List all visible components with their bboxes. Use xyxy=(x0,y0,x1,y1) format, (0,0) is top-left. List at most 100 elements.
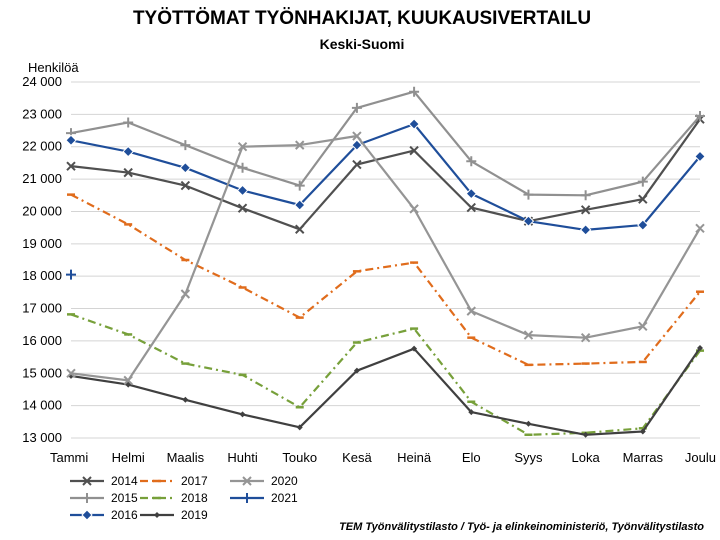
data-point-2020 xyxy=(580,332,591,343)
series-line-2014 xyxy=(70,118,701,231)
y-tick-label: 22 000 xyxy=(22,139,62,154)
data-point-2015 xyxy=(294,180,305,191)
x-tick-label: Loka xyxy=(572,450,601,465)
legend-entry-2015: 2015 xyxy=(70,491,138,505)
y-tick-label: 16 000 xyxy=(22,333,62,348)
data-point-2016 xyxy=(122,145,134,158)
data-point-2015 xyxy=(523,189,534,200)
series-lines xyxy=(65,86,706,438)
data-point-2015 xyxy=(123,117,134,128)
data-point-2015 xyxy=(351,102,362,113)
series-line-2015 xyxy=(70,90,701,197)
legend-label: 2021 xyxy=(271,491,298,505)
legend-label: 2020 xyxy=(271,474,298,488)
data-point-2016 xyxy=(465,187,477,200)
data-point-2014 xyxy=(580,205,591,215)
data-point-2014 xyxy=(295,224,305,234)
series-line-2017 xyxy=(70,193,701,366)
data-point-2019 xyxy=(411,345,418,352)
x-axis-ticks: Tammi Helmi Maalis Huhti Touko Kesä Heinä Elo Sy… xyxy=(50,450,716,465)
legend-label: 2018 xyxy=(181,491,208,505)
data-point-2014 xyxy=(466,202,476,213)
data-point-2016 xyxy=(694,150,706,163)
data-point-2014 xyxy=(237,203,248,213)
legend-entry-2016: 2016 xyxy=(70,508,138,522)
x-tick-label: Heinä xyxy=(397,450,432,465)
legend: 2014 2015 2016 2017 2018 2019 2020 2021 xyxy=(70,474,298,522)
data-point-2014 xyxy=(66,161,76,171)
source-note: TEM Työnvälitystilasto / Työ- ja elinkei… xyxy=(339,521,704,533)
chart-title: TYÖTTÖMAT TYÖNHAKIJAT, KUUKAUSIVERTAILU xyxy=(133,8,591,29)
chart-subtitle: Keski-Suomi xyxy=(320,36,405,52)
legend-label: 2017 xyxy=(181,474,208,488)
data-point-2016 xyxy=(65,134,77,146)
legend-marker xyxy=(82,493,92,503)
y-tick-label: 17 000 xyxy=(22,301,62,316)
legend-label: 2019 xyxy=(181,508,208,522)
series-line-2020 xyxy=(70,134,701,382)
data-point-2020 xyxy=(523,330,534,340)
data-point-2015 xyxy=(466,156,477,167)
legend-label: 2014 xyxy=(111,474,138,488)
x-tick-label: Huhti xyxy=(227,450,257,465)
x-tick-label: Helmi xyxy=(112,450,145,465)
y-tick-label: 19 000 xyxy=(22,236,62,251)
data-point-2019 xyxy=(468,409,475,416)
legend-entry-2021: 2021 xyxy=(230,491,298,505)
legend-entry-2018: 2018 xyxy=(140,491,208,505)
x-tick-label: Maalis xyxy=(167,450,205,465)
data-point-2019 xyxy=(353,367,360,374)
x-tick-label: Touko xyxy=(282,450,317,465)
data-point-2019 xyxy=(582,431,589,438)
series-line-2016 xyxy=(70,123,701,231)
data-point-2020 xyxy=(695,223,705,233)
data-point-2016 xyxy=(351,139,363,151)
legend-entry-2014: 2014 xyxy=(70,474,138,488)
data-point-2016 xyxy=(408,118,420,130)
y-tick-label: 24 000 xyxy=(22,74,62,89)
series-2016 xyxy=(65,118,706,236)
data-point-2016 xyxy=(179,162,192,174)
series-line-2019 xyxy=(70,347,701,436)
y-tick-label: 13 000 xyxy=(22,430,62,445)
x-tick-label: Syys xyxy=(514,450,543,465)
series-line-2018 xyxy=(70,313,701,436)
x-tick-label: Joulu xyxy=(685,450,716,465)
data-point-2015 xyxy=(695,110,705,121)
legend-marker xyxy=(154,512,160,518)
data-point-2020 xyxy=(295,140,305,150)
data-point-2020 xyxy=(180,289,191,299)
data-point-2014 xyxy=(352,159,362,170)
data-point-2020 xyxy=(466,306,476,316)
y-axis-ticks: 13 000 14 000 15 000 16 000 17 000 18 000 19 0… xyxy=(22,74,62,445)
legend-label: 2015 xyxy=(111,491,138,505)
series-2019 xyxy=(68,345,703,438)
data-point-2019 xyxy=(296,424,303,431)
legend-marker xyxy=(242,493,252,503)
data-point-2019 xyxy=(182,396,189,403)
data-point-2020 xyxy=(638,321,648,332)
data-point-2014 xyxy=(123,167,133,178)
x-tick-label: Tammi xyxy=(50,450,88,465)
data-point-2020 xyxy=(352,131,362,141)
y-tick-label: 18 000 xyxy=(22,268,62,283)
legend-entry-2019: 2019 xyxy=(140,508,208,522)
y-tick-label: 15 000 xyxy=(22,365,62,380)
legend-entry-2017: 2017 xyxy=(140,474,208,488)
legend-marker xyxy=(81,509,93,521)
legend-entry-2020: 2020 xyxy=(230,474,298,488)
data-point-2020 xyxy=(123,375,133,386)
y-tick-label: 21 000 xyxy=(22,171,62,186)
data-point-2015 xyxy=(580,190,591,201)
gridlines xyxy=(71,81,700,439)
data-point-2015 xyxy=(637,176,648,187)
data-point-2020 xyxy=(66,368,76,378)
x-tick-label: Elo xyxy=(462,450,481,465)
data-point-2019 xyxy=(525,420,532,427)
data-point-2014 xyxy=(409,145,419,156)
y-tick-label: 20 000 xyxy=(22,203,62,218)
legend-marker xyxy=(82,476,92,486)
data-point-2020 xyxy=(409,204,419,214)
data-point-2016 xyxy=(637,219,649,231)
